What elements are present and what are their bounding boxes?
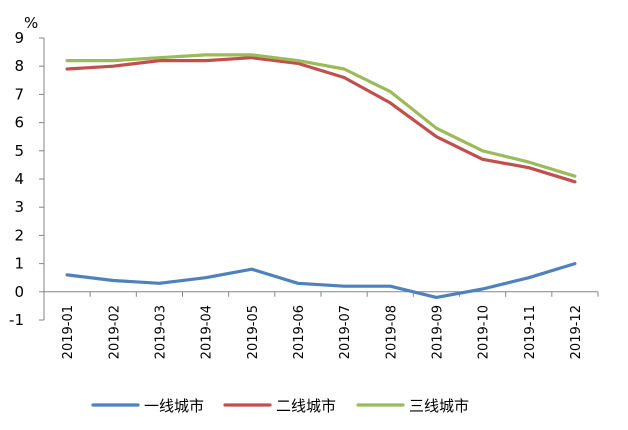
series-line-3 [65, 53, 577, 178]
x-tick-label: 2019-05 [246, 305, 261, 359]
y-tick-label: 4 [14, 170, 24, 188]
y-tick-label: 7 [14, 85, 24, 103]
y-tick-label: 2 [14, 226, 24, 244]
x-tick-label: 2019-04 [200, 305, 215, 359]
y-tick-label: 1 [14, 255, 24, 273]
x-tick-label: 2019-06 [292, 305, 307, 359]
x-tick-label: 2019-01 [61, 305, 76, 359]
x-tick-label: 2019-08 [384, 305, 399, 359]
x-tick-label: 2019-03 [153, 305, 168, 359]
x-tick-label: 2019-11 [523, 305, 538, 359]
y-unit-label: % [24, 14, 38, 32]
y-tick-label: 6 [14, 114, 24, 132]
series-line-2 [65, 56, 577, 184]
y-tick-label: 9 [14, 29, 24, 47]
x-tick-label: 2019-09 [430, 305, 445, 359]
y-tick-label: 5 [14, 142, 24, 160]
y-tick-label: 3 [14, 198, 24, 216]
x-tick-label: 2019-07 [338, 305, 353, 359]
y-tick-label: -1 [9, 311, 24, 329]
series-lines [65, 53, 577, 299]
x-axis: 2019-01 2019-02 2019-03 2019-04 2019-05 2019-… [43, 291, 599, 359]
x-tick-label: 2019-02 [107, 305, 122, 359]
legend-label-3: 三线城市 [409, 397, 469, 415]
y-tick-label: 8 [14, 57, 24, 75]
x-tick-label: 2019-10 [477, 305, 492, 359]
legend-label-1: 一线城市 [144, 397, 204, 415]
y-tick-label: 0 [14, 283, 24, 301]
x-tick-label: 2019-12 [569, 305, 584, 359]
legend-label-2: 二线城市 [276, 397, 336, 415]
y-axis: -1 0 1 2 3 4 5 6 7 8 9 [9, 29, 45, 329]
series-line-1 [65, 262, 577, 299]
legend: 一线城市 二线城市 三线城市 [91, 397, 469, 415]
